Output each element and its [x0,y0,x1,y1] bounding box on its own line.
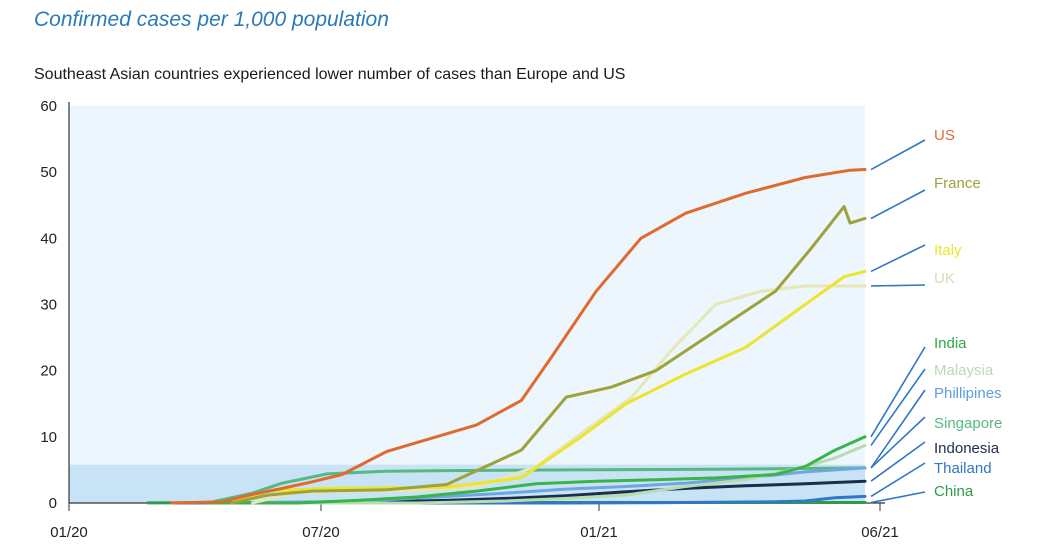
series-line-indonesia [206,479,867,505]
legend-label-phillipines: Phillipines [934,385,1002,402]
series-line-italy [230,269,867,505]
leader-line-us [870,139,926,171]
legend-label-us: US [934,127,955,144]
legend-label-uk: UK [934,270,955,287]
leader-line-malaysia [870,368,926,446]
series-line-india [206,435,867,505]
legend-label-thailand: Thailand [934,460,992,477]
series-line-thailand [176,494,867,505]
leader-line-china [870,491,926,504]
leader-line-india [870,346,926,438]
y-tick-label: 30 [40,297,57,314]
chart-subtitle: Southeast Asian countries experienced lo… [34,66,626,83]
y-tick-label: 40 [40,230,57,247]
legend-label-india: India [934,335,967,352]
legend-label-singapore: Singapore [934,415,1002,432]
leader-line-singapore [870,416,926,469]
series-line-singapore [206,466,867,505]
chart-title: Confirmed cases per 1,000 population [34,8,389,31]
leader-line-uk [870,284,926,287]
leader-line-phillipines [870,389,926,469]
legend-label-france: France [934,175,981,192]
series-line-us [170,168,867,505]
x-tick-label: 01/20 [50,524,88,541]
y-tick-label: 10 [40,429,57,446]
y-tick-label: 0 [49,495,57,512]
y-tick-label: 20 [40,363,57,380]
series-line-france [230,205,867,505]
x-tick-label: 06/21 [861,524,899,541]
leader-line-france [870,189,926,220]
legend-label-malaysia: Malaysia [934,362,994,379]
leader-line-italy [870,244,926,273]
series-line-malaysia [206,443,867,505]
leader-line-indonesia [870,441,926,482]
x-tick-label: 01/21 [580,524,618,541]
y-tick-label: 50 [40,164,57,181]
x-tick-label: 07/20 [302,524,340,541]
legend-label-italy: Italy [934,242,962,259]
plot-background [69,106,865,503]
leader-line-thailand [870,462,926,498]
legend-label-china: China [934,483,974,500]
y-tick-label: 60 [40,98,57,115]
legend-label-indonesia: Indonesia [934,440,1000,457]
